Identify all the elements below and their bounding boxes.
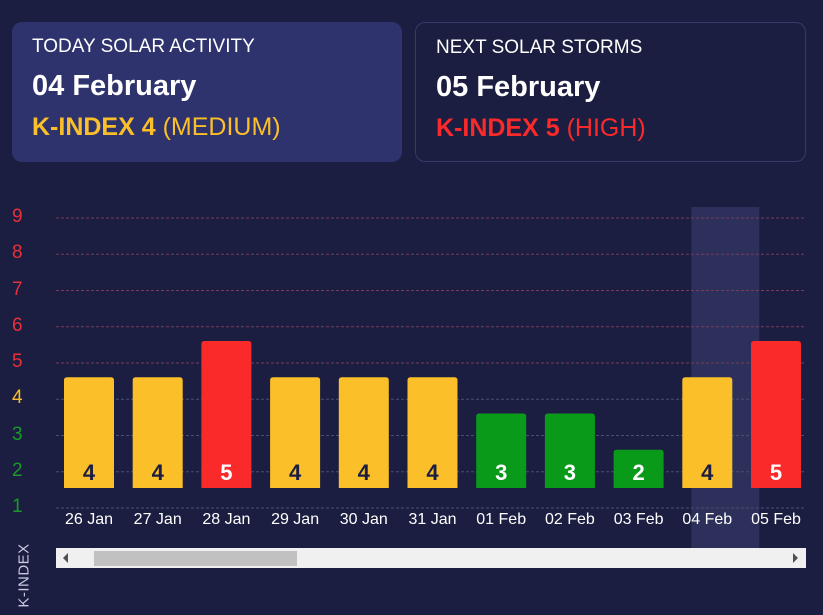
x-tick-label: 28 Jan (202, 511, 250, 528)
bar-value-label: 2 (632, 460, 644, 485)
x-tick-label: 01 Feb (476, 511, 526, 528)
bar-31-jan[interactable] (407, 377, 458, 488)
y-tick-label: 2 (12, 459, 23, 481)
x-tick-label: 30 Jan (340, 511, 388, 528)
next-level: (HIGH) (566, 114, 646, 142)
y-tick-label: 5 (12, 351, 23, 372)
bar-02-feb[interactable] (544, 413, 595, 489)
bar-value-label: 4 (152, 460, 165, 485)
scroll-right-arrow-icon[interactable] (793, 553, 798, 563)
y-tick-label: 6 (12, 314, 23, 336)
bar-26-jan[interactable] (64, 377, 114, 488)
bar-value-label: 3 (495, 460, 507, 485)
next-date: 05 February (436, 71, 601, 103)
today-date: 04 February (32, 70, 197, 102)
x-tick-label: 31 Jan (408, 511, 456, 528)
bar-05-feb[interactable] (751, 341, 801, 488)
y-tick-label: 3 (12, 423, 23, 445)
y-tick-label: 4 (12, 387, 23, 409)
next-solar-storms-card: NEXT SOLAR STORMS 05 February K-INDEX 5 … (415, 22, 806, 162)
bar-value-label: 5 (770, 460, 782, 485)
bar-value-label: 4 (83, 460, 96, 485)
bar-value-label: 5 (220, 460, 232, 485)
bar-29-jan[interactable] (270, 377, 321, 488)
y-tick-label: 9 (12, 206, 23, 227)
x-tick-label: 03 Feb (614, 511, 664, 528)
bar-value-label: 4 (289, 460, 302, 485)
y-tick-label: 7 (12, 278, 23, 300)
x-tick-label: 05 Feb (751, 511, 801, 528)
bar-30-jan[interactable] (338, 377, 389, 488)
x-tick-label: 02 Feb (545, 511, 595, 528)
bar-value-label: 4 (358, 460, 371, 485)
y-tick-label: 8 (12, 242, 23, 264)
x-tick-label: 26 Jan (65, 511, 113, 528)
bar-value-label: 4 (426, 460, 439, 485)
scroll-left-arrow-icon[interactable] (63, 553, 68, 563)
scrollbar-thumb[interactable] (94, 551, 297, 566)
bar-value-label: 4 (701, 460, 714, 485)
y-tick-label: 1 (12, 496, 23, 517)
x-tick-label: 29 Jan (271, 511, 319, 528)
next-title: NEXT SOLAR STORMS (436, 37, 643, 58)
bar-value-label: 3 (564, 460, 576, 485)
bar-03-feb[interactable] (613, 449, 664, 488)
today-title: TODAY SOLAR ACTIVITY (32, 36, 255, 57)
bar-28-jan[interactable] (201, 341, 252, 488)
today-kindex-value: K-INDEX 4 (32, 113, 156, 141)
next-kindex: K-INDEX 5 (HIGH) (436, 114, 785, 143)
horizontal-scrollbar[interactable] (56, 548, 806, 568)
today-kindex: K-INDEX 4 (MEDIUM) (32, 113, 382, 142)
x-tick-label: 04 Feb (682, 511, 732, 528)
today-level: (MEDIUM) (162, 113, 281, 141)
x-tick-label: 27 Jan (134, 511, 182, 528)
bar-01-feb[interactable] (476, 413, 527, 489)
next-kindex-value: K-INDEX 5 (436, 114, 560, 142)
bar-04-feb[interactable] (682, 377, 733, 488)
bar-27-jan[interactable] (132, 377, 183, 488)
today-solar-activity-card: TODAY SOLAR ACTIVITY 04 February K-INDEX… (12, 22, 402, 162)
y-axis-title: K-INDEX (15, 543, 33, 608)
